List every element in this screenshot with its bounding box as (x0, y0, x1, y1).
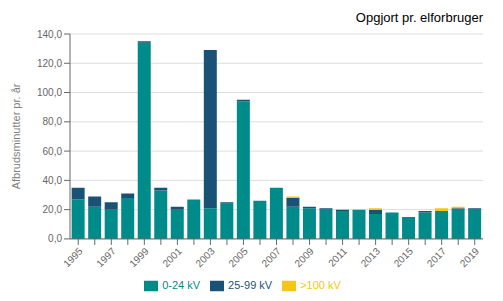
svg-text:60,0: 60,0 (43, 146, 63, 157)
svg-text:100,0: 100,0 (37, 87, 62, 98)
svg-text:2019: 2019 (458, 245, 482, 269)
svg-text:1995: 1995 (61, 245, 85, 269)
svg-text:140,0: 140,0 (37, 29, 62, 40)
svg-text:20,0: 20,0 (43, 204, 63, 215)
svg-text:1997: 1997 (94, 245, 118, 269)
svg-text:1999: 1999 (127, 245, 151, 269)
svg-text:120,0: 120,0 (37, 58, 62, 69)
svg-text:2013: 2013 (359, 245, 383, 269)
svg-text:2007: 2007 (259, 245, 283, 269)
svg-text:40,0: 40,0 (43, 175, 63, 186)
html-text:0-24 kV: 0-24 kV (162, 278, 201, 291)
html-text:25-99 kV: 25-99 kV (228, 278, 273, 291)
svg-text:2005: 2005 (226, 245, 250, 269)
svg-text:2003: 2003 (193, 245, 217, 269)
svg-text:80,0: 80,0 (43, 116, 63, 127)
html-text:Opgjort pr. elforbruger: Opgjort pr. elforbruger (355, 10, 483, 25)
svg-text:2017: 2017 (425, 245, 449, 269)
svg-text:2001: 2001 (160, 245, 184, 269)
svg-text:Afbrudsminutter pr. år: Afbrudsminutter pr. år (10, 83, 22, 189)
svg-text:2011: 2011 (326, 245, 349, 268)
svg-text:2009: 2009 (292, 245, 316, 269)
html-text:>100 kV: >100 kV (300, 278, 341, 291)
svg-text:2015: 2015 (392, 245, 416, 269)
svg-text:0,0: 0,0 (48, 233, 62, 244)
